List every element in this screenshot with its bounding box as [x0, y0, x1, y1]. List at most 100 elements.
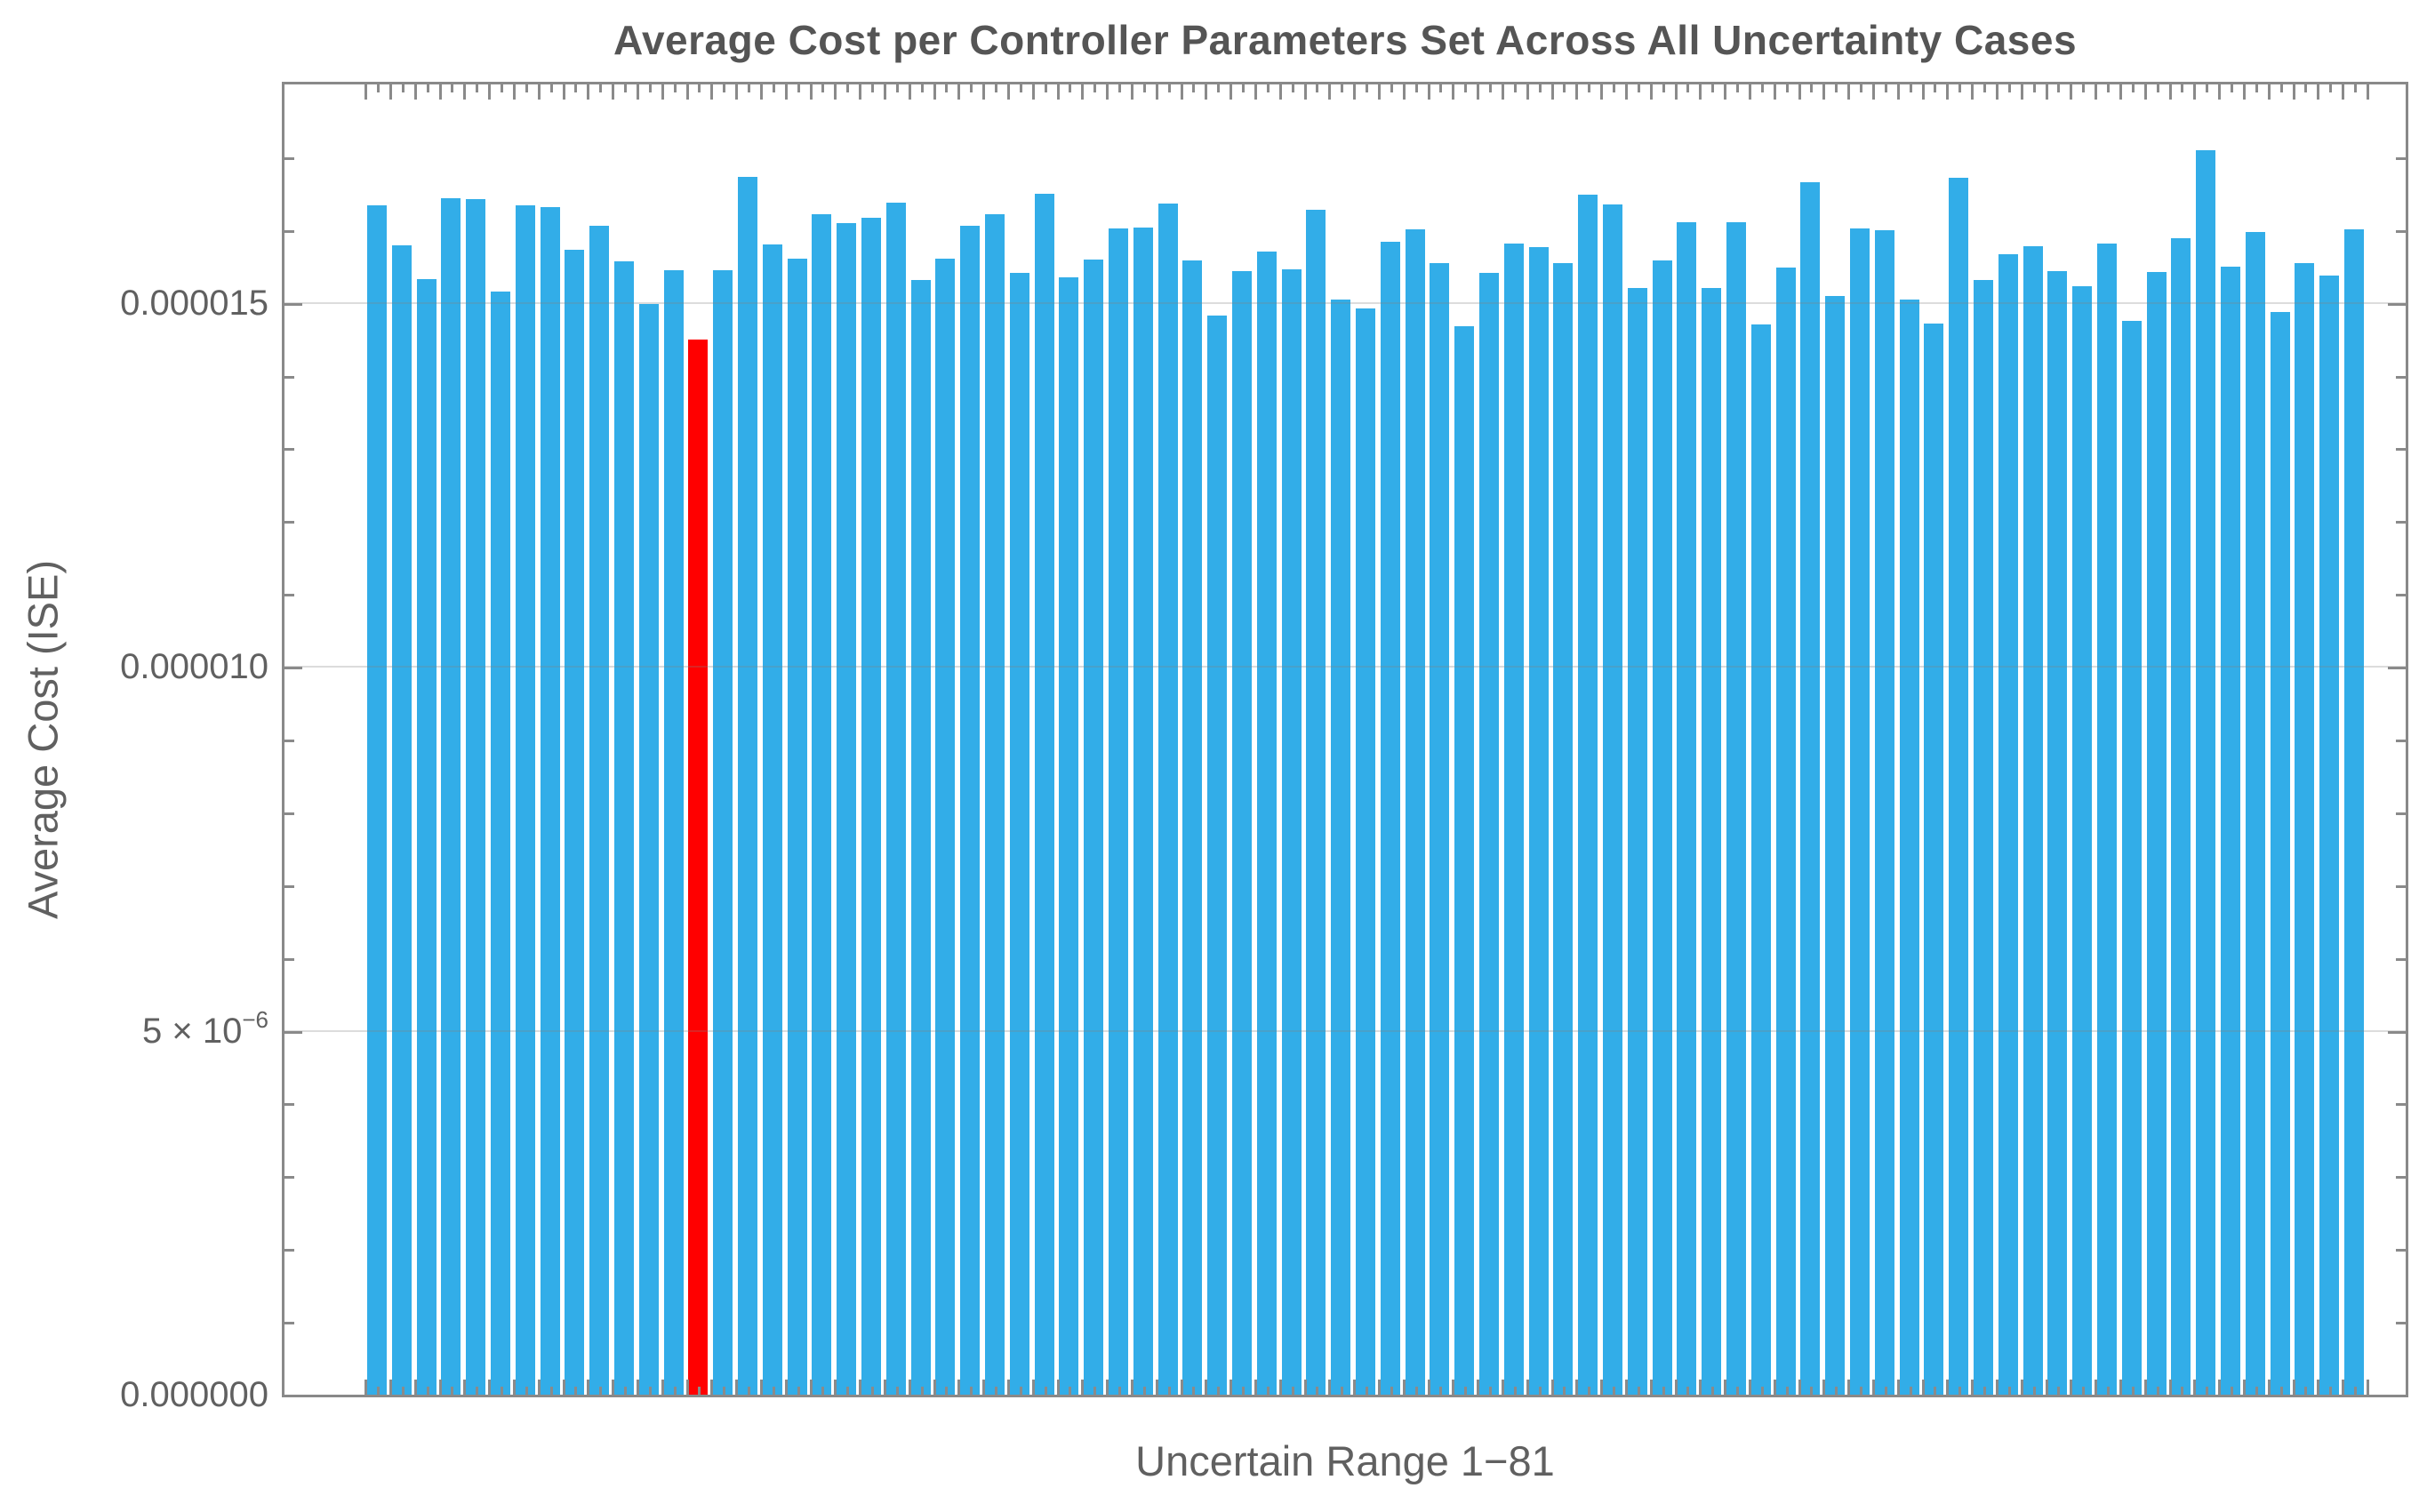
x-tick [1192, 84, 1196, 92]
x-tick [1427, 84, 1430, 100]
x-tick [2057, 84, 2061, 92]
x-tick [1513, 84, 1517, 92]
y-tick-labels: 0.000000 5 × 10−6 0.000010 0.000015 [0, 0, 268, 1512]
x-tick [1711, 84, 1715, 92]
bar [1677, 221, 1697, 1395]
x-tick [1909, 1387, 1912, 1395]
x-tick [2342, 1380, 2345, 1395]
x-tick [476, 84, 479, 92]
x-tick [2070, 84, 2073, 100]
x-tick [920, 1387, 924, 1395]
y-tick [284, 156, 294, 160]
bar [367, 204, 387, 1395]
x-tick [797, 1387, 800, 1395]
bar [985, 213, 1005, 1395]
x-tick [1798, 1380, 1801, 1395]
x-tick [2143, 1380, 2147, 1395]
x-tick [2366, 1380, 2369, 1395]
x-tick [476, 1387, 479, 1395]
x-tick [2032, 84, 2036, 92]
x-tick [1538, 1387, 1542, 1395]
bar [861, 217, 881, 1395]
x-tick [2267, 1380, 2271, 1395]
bar [1256, 251, 1277, 1395]
x-tick [772, 1387, 775, 1395]
bar [1356, 308, 1375, 1395]
x-tick [1995, 1380, 1998, 1395]
bar [1034, 193, 1054, 1395]
x-tick [723, 84, 726, 92]
x-tick [759, 84, 763, 100]
y-tick [284, 812, 294, 815]
x-tick [846, 1387, 850, 1395]
x-tick [599, 1387, 603, 1395]
x-tick [759, 1380, 763, 1395]
gridline [284, 666, 2406, 668]
x-tick [661, 1380, 664, 1395]
x-tick [1884, 84, 1887, 92]
x-tick [1501, 84, 1504, 100]
x-tick [2255, 84, 2258, 92]
y-tick-label: 0.000010 [120, 647, 268, 687]
x-tick [1785, 1387, 1789, 1395]
x-tick [2007, 1387, 2011, 1395]
x-tick [2131, 1387, 2135, 1395]
x-tick [920, 84, 924, 92]
x-tick [2168, 1380, 2172, 1395]
x-tick [2218, 84, 2222, 100]
y-tick [2396, 229, 2406, 233]
x-tick [772, 84, 775, 92]
x-tick [1847, 1380, 1851, 1395]
x-tick [2292, 84, 2295, 100]
x-tick [1748, 84, 1751, 100]
bar [2097, 244, 2117, 1395]
x-tick [2007, 84, 2011, 92]
x-tick [364, 84, 368, 100]
bar [1109, 228, 1128, 1395]
x-tick [2317, 1380, 2320, 1395]
x-tick [1736, 84, 1739, 92]
x-tick [1353, 84, 1357, 100]
x-tick [2193, 1380, 2197, 1395]
x-tick [970, 84, 973, 92]
x-tick [1563, 84, 1566, 92]
x-tick [1489, 1387, 1492, 1395]
x-tick [1810, 1387, 1814, 1395]
bar [2121, 321, 2142, 1395]
x-tick [1637, 1387, 1640, 1395]
y-tick [2396, 1322, 2406, 1325]
x-tick [1118, 1387, 1121, 1395]
x-tick [933, 84, 936, 100]
x-tick [2168, 84, 2172, 100]
x-tick [2279, 1387, 2283, 1395]
x-tick [809, 84, 813, 100]
bar [1998, 253, 2018, 1395]
x-tick [2181, 84, 2184, 92]
x-tick [908, 1380, 911, 1395]
x-tick [1686, 84, 1690, 92]
x-tick [933, 1380, 936, 1395]
x-tick [982, 1380, 986, 1395]
x-tick [748, 1387, 750, 1395]
x-tick [1006, 1380, 1010, 1395]
y-tick [2396, 156, 2406, 160]
x-tick [673, 1387, 677, 1395]
bar [2295, 263, 2315, 1395]
x-tick [859, 1380, 862, 1395]
bar [910, 280, 931, 1395]
x-tick [2342, 84, 2345, 100]
x-tick [2218, 1380, 2222, 1395]
x-tick [1093, 84, 1097, 92]
x-tick [413, 1380, 417, 1395]
bar [1775, 267, 1796, 1395]
x-tick [1192, 1387, 1196, 1395]
x-tick [537, 1380, 541, 1395]
x-tick [1871, 84, 1875, 100]
x-tick [1464, 1387, 1468, 1395]
y-tick-label-exponent: −6 [242, 1006, 268, 1034]
y-tick [284, 667, 302, 670]
x-tick [537, 84, 541, 100]
x-tick [2057, 1387, 2061, 1395]
x-tick [587, 84, 590, 100]
x-tick [1860, 1387, 1862, 1395]
